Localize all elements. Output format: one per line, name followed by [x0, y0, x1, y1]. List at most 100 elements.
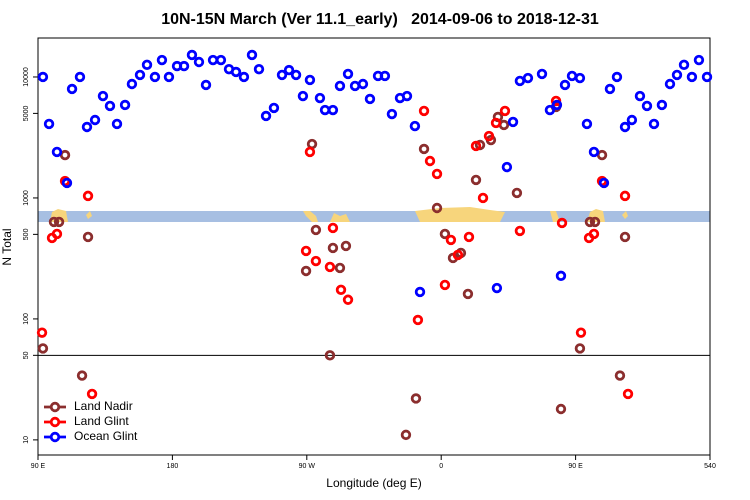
point: [104, 100, 116, 112]
point: [401, 90, 413, 102]
point: [200, 79, 212, 91]
x-tick-label: 540: [704, 463, 716, 470]
x-tick-label: 90 E: [31, 463, 46, 470]
point: [439, 228, 451, 240]
point: [230, 66, 242, 78]
point: [693, 54, 705, 66]
point: [327, 104, 339, 116]
point: [48, 216, 60, 228]
point: [452, 249, 464, 261]
point: [310, 255, 322, 267]
point: [544, 104, 556, 116]
point: [37, 343, 49, 354]
point: [522, 72, 534, 84]
point: [82, 190, 94, 202]
point: [418, 143, 430, 155]
point: [470, 174, 482, 186]
point: [334, 262, 346, 274]
point: [491, 282, 503, 294]
y-tick-label: 5000: [23, 106, 30, 122]
plot-frame: [37, 37, 711, 456]
point: [340, 240, 352, 252]
point: [314, 92, 326, 104]
point: [126, 78, 138, 90]
legend-marker: [49, 401, 61, 413]
point: [51, 228, 63, 240]
point: [163, 71, 175, 83]
legend-marker: [49, 416, 61, 428]
point: [575, 327, 587, 338]
point: [86, 388, 98, 400]
point: [439, 279, 451, 291]
point: [588, 228, 600, 240]
point: [634, 90, 646, 102]
x-tick-label: 180: [167, 463, 179, 470]
point: [566, 70, 578, 82]
point: [414, 286, 426, 298]
x-tick-label: 90 W: [299, 463, 316, 470]
point: [310, 224, 322, 236]
point: [253, 63, 265, 75]
point: [306, 138, 318, 150]
point: [483, 130, 495, 142]
point: [400, 429, 412, 441]
point: [619, 121, 631, 133]
point: [37, 71, 49, 83]
point: [335, 284, 347, 296]
point: [364, 93, 376, 105]
point: [574, 343, 586, 354]
point: [622, 388, 634, 400]
point: [89, 114, 101, 126]
point: [424, 155, 436, 167]
point: [511, 187, 523, 199]
point: [141, 59, 153, 71]
point: [149, 71, 161, 83]
point: [300, 245, 312, 257]
point: [119, 99, 131, 111]
point: [283, 64, 295, 76]
point: [555, 270, 567, 282]
point: [186, 49, 198, 61]
point: [379, 70, 391, 82]
point: [82, 231, 94, 243]
point: [463, 231, 475, 243]
point: [51, 146, 63, 158]
point: [178, 60, 190, 72]
point: [76, 370, 88, 381]
legend-label: Land Nadir: [74, 399, 133, 413]
point: [588, 146, 600, 158]
point: [598, 177, 610, 189]
point: [327, 222, 339, 234]
point: [193, 56, 205, 68]
point: [514, 225, 526, 237]
point: [156, 54, 168, 66]
point: [276, 69, 288, 81]
point: [207, 54, 219, 66]
x-tick-label: 90 E: [568, 463, 583, 470]
chart-title: 10N-15N March (Ver 11.1_early) 2014-09-0…: [161, 11, 599, 28]
point: [357, 78, 369, 90]
point: [581, 118, 593, 130]
point: [215, 54, 227, 66]
point: [238, 71, 250, 83]
point: [81, 121, 93, 133]
point: [334, 80, 346, 92]
point: [445, 234, 457, 246]
point: [59, 149, 71, 161]
point: [134, 69, 146, 81]
point: [111, 118, 123, 130]
x-tick-label: 0: [439, 463, 443, 470]
point: [499, 105, 511, 117]
point: [596, 149, 608, 161]
point: [514, 75, 526, 87]
point: [349, 80, 361, 92]
point: [342, 68, 354, 80]
point: [477, 192, 489, 204]
point: [246, 49, 258, 61]
point: [556, 217, 568, 229]
x-axis-label: Longitude (deg E): [326, 476, 421, 490]
point: [410, 393, 422, 404]
point: [412, 314, 424, 326]
point: [260, 110, 272, 122]
